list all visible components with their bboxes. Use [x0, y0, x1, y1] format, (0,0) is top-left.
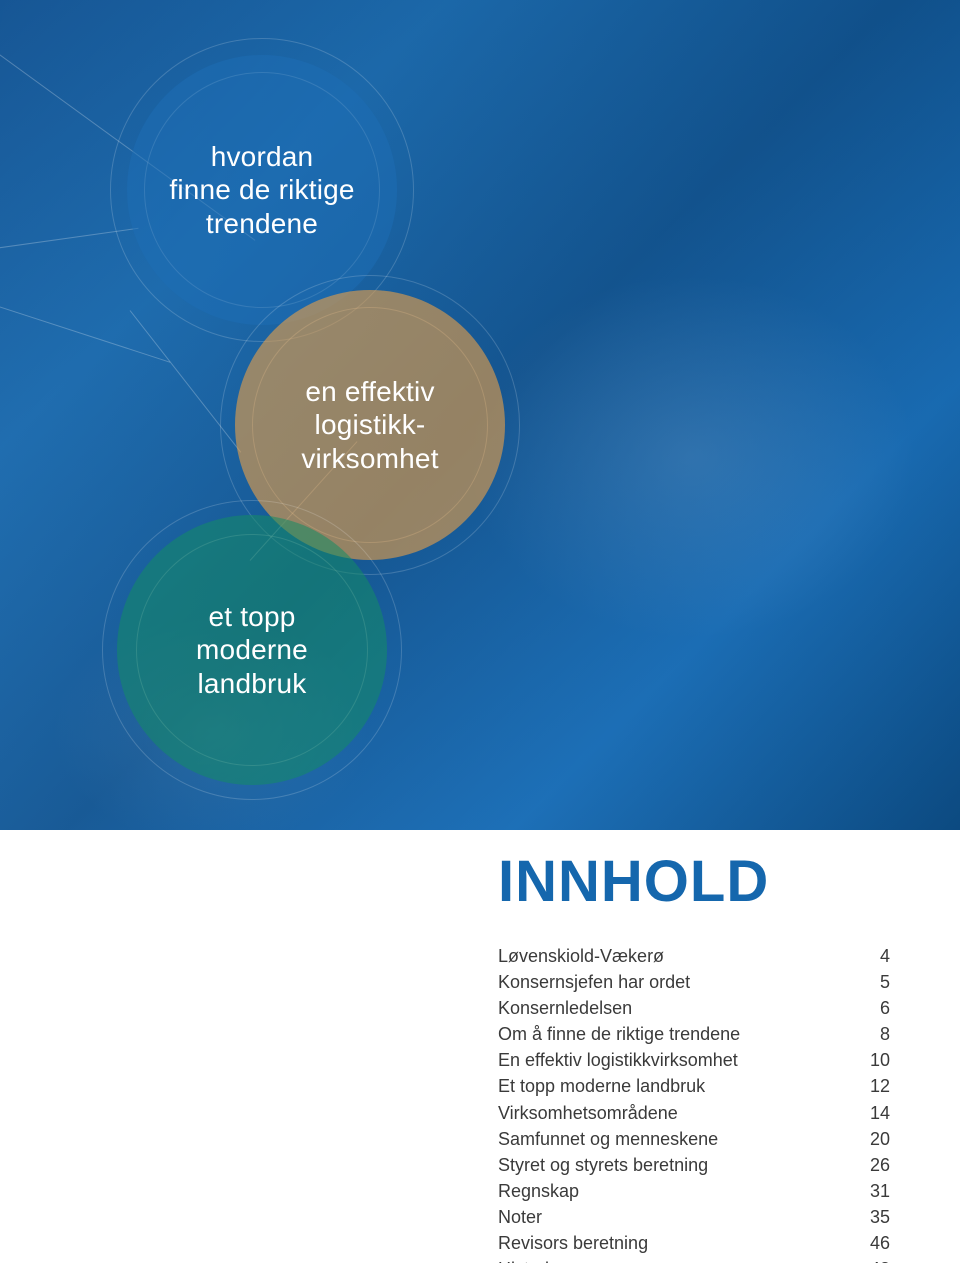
document-page: hvordanfinne de riktigetrendene en effekt… [0, 0, 960, 1263]
toc-item-page: 26 [870, 1152, 890, 1178]
toc-row: Et topp moderne landbruk 12 [498, 1073, 890, 1099]
toc-item-page: 31 [870, 1178, 890, 1204]
toc-row: Historien 48 [498, 1256, 890, 1263]
toc-item-page: 10 [870, 1047, 890, 1073]
toc-row: Styret og styrets beretning 26 [498, 1152, 890, 1178]
bubble-core: et toppmodernelandbruk [117, 515, 387, 785]
toc-item-page: 20 [870, 1126, 890, 1152]
toc-row: Virksomhetsområdene 14 [498, 1100, 890, 1126]
toc-item-page: 14 [870, 1100, 890, 1126]
toc-row: Samfunnet og menneskene 20 [498, 1126, 890, 1152]
toc-row: Konsernledelsen 6 [498, 995, 890, 1021]
toc-item-label: Noter [498, 1204, 542, 1230]
toc-item-label: En effektiv logistikkvirksomhet [498, 1047, 738, 1073]
toc-item-label: Regnskap [498, 1178, 579, 1204]
toc-item-label: Virksomhetsområdene [498, 1100, 678, 1126]
toc-row: Revisors beretning 46 [498, 1230, 890, 1256]
toc-item-label: Konsernsjefen har ordet [498, 969, 690, 995]
toc-row: Konsernsjefen har ordet 5 [498, 969, 890, 995]
bubble-label: en effektivlogistikk-virksomhet [301, 375, 438, 476]
hero-panel: hvordanfinne de riktigetrendene en effekt… [0, 0, 960, 830]
toc-list: Løvenskiold-Vækerø4Konsernsjefen har ord… [498, 943, 890, 1263]
toc-item-label: Løvenskiold-Vækerø [498, 943, 664, 969]
toc-item-page: 46 [870, 1230, 890, 1256]
toc-item-page: 35 [870, 1204, 890, 1230]
toc-section: INNHOLD Løvenskiold-Vækerø4Konsernsjefen… [498, 848, 890, 1263]
toc-item-page: 12 [870, 1073, 890, 1099]
toc-item-label: Historien [498, 1256, 569, 1263]
toc-row: Noter 35 [498, 1204, 890, 1230]
toc-item-label: Om å finne de riktige trendene [498, 1021, 740, 1047]
toc-item-page: 8 [880, 1021, 890, 1047]
toc-row: Løvenskiold-Vækerø 4 [498, 943, 890, 969]
toc-item-label: Samfunnet og menneskene [498, 1126, 718, 1152]
toc-item-label: Revisors beretning [498, 1230, 648, 1256]
toc-item-label: Styret og styrets beretning [498, 1152, 708, 1178]
toc-item-page: 6 [880, 995, 890, 1021]
bubble-label: et toppmodernelandbruk [196, 600, 308, 701]
toc-item-page: 4 [880, 943, 890, 969]
toc-row: Om å finne de riktige trendene 8 [498, 1021, 890, 1047]
toc-item-page: 5 [880, 969, 890, 995]
toc-item-page: 48 [870, 1256, 890, 1263]
toc-heading: INNHOLD [498, 848, 890, 915]
bubble-label: hvordanfinne de riktigetrendene [169, 140, 354, 241]
toc-item-label: Konsernledelsen [498, 995, 632, 1021]
toc-item-label: Et topp moderne landbruk [498, 1073, 705, 1099]
toc-row: Regnskap 31 [498, 1178, 890, 1204]
toc-row: En effektiv logistikkvirksomhet 10 [498, 1047, 890, 1073]
